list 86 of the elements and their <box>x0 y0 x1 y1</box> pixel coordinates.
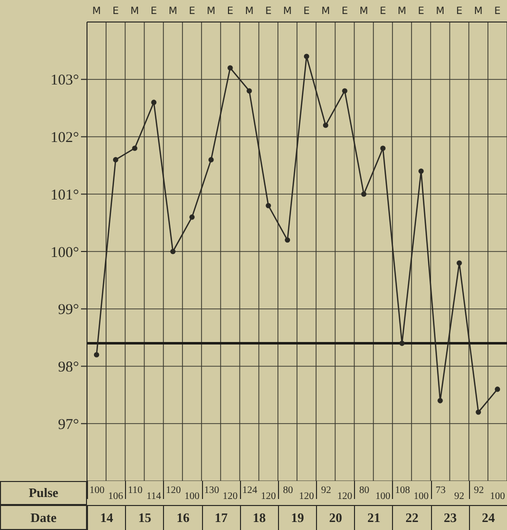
text: 21 <box>354 505 392 530</box>
x-tick-label: M <box>436 6 444 17</box>
x-tick-label: E <box>456 6 462 17</box>
y-tick-label: 102° <box>50 130 79 146</box>
text: 16 <box>163 505 202 530</box>
text: 120 <box>163 481 182 499</box>
point <box>342 88 348 94</box>
point <box>476 410 482 415</box>
text: 130 <box>202 481 221 499</box>
x-tick-label: E <box>265 6 272 17</box>
x-tick-label: M <box>130 6 140 17</box>
text: 114 <box>145 490 162 504</box>
x-tick-label: M <box>206 6 216 17</box>
x-tick-label: E <box>494 6 501 17</box>
text: 120 <box>336 490 354 504</box>
x-tick-label: M <box>168 6 178 17</box>
text: 108 <box>392 481 412 499</box>
text: 110 <box>125 481 144 499</box>
x-tick-label: E <box>303 6 310 17</box>
text: 22 <box>392 505 431 530</box>
point <box>322 122 328 128</box>
point <box>399 340 405 346</box>
text: 20 <box>316 505 354 530</box>
text: 24 <box>468 505 507 530</box>
text: 92 <box>468 481 488 499</box>
point <box>246 88 252 94</box>
x-tick-label: E <box>380 6 386 17</box>
x-tick-label: M <box>360 6 368 17</box>
y-tick-label: 101° <box>50 187 79 204</box>
x-tick-label: E <box>418 6 424 17</box>
point <box>94 352 100 358</box>
x-tick-label: E <box>188 6 196 17</box>
point <box>208 157 214 162</box>
point <box>438 398 443 404</box>
y-tick-label: 98° <box>58 360 79 376</box>
x-tick-label: M <box>398 6 406 17</box>
x-tick-label: E <box>150 6 157 17</box>
x-tick-label: M <box>321 6 330 17</box>
y-tick-label: 97° <box>58 416 79 433</box>
text: 80 <box>354 481 374 499</box>
point <box>494 386 500 392</box>
text: 100 <box>87 481 106 499</box>
text: 100 <box>488 490 506 504</box>
x-tick-label: E <box>112 6 119 17</box>
point <box>304 54 310 60</box>
point <box>456 260 462 266</box>
x-tick-label: M <box>474 6 483 17</box>
point <box>284 237 290 243</box>
y-tick-label: 103° <box>50 72 79 89</box>
text: 100 <box>183 490 200 504</box>
text: 14 <box>87 505 126 530</box>
x-tick-label: M <box>283 6 292 17</box>
text: 18 <box>240 505 278 530</box>
text: 120 <box>260 490 277 504</box>
text: 17 <box>202 505 240 530</box>
point <box>151 100 156 105</box>
text: 15 <box>125 505 164 530</box>
x-tick-label: M <box>92 6 101 17</box>
text: 19 <box>278 505 316 530</box>
text: 106 <box>107 490 124 504</box>
point <box>361 191 366 197</box>
point <box>380 146 386 151</box>
text: 120 <box>298 490 316 504</box>
text: 124 <box>240 481 259 499</box>
y-tick-label: 99° <box>58 302 79 318</box>
point <box>189 214 195 220</box>
text: 92 <box>316 481 336 499</box>
point <box>112 157 118 162</box>
text: 73 <box>430 481 450 499</box>
text: 100 <box>374 490 392 504</box>
x-tick-label: E <box>342 6 348 17</box>
point <box>228 65 233 71</box>
point <box>170 248 176 254</box>
text: 23 <box>430 505 469 530</box>
text: Date <box>0 505 87 530</box>
text: 100 <box>412 490 430 504</box>
text: 80 <box>278 481 297 499</box>
point <box>132 146 138 151</box>
text: 92 <box>453 490 466 504</box>
text: Pulse <box>0 481 87 505</box>
x-tick-label: M <box>244 6 254 17</box>
x-tick-label: E <box>227 6 234 17</box>
point <box>266 202 272 208</box>
text: 120 <box>222 490 239 504</box>
y-tick-label: 100° <box>50 244 79 261</box>
point <box>418 168 424 174</box>
